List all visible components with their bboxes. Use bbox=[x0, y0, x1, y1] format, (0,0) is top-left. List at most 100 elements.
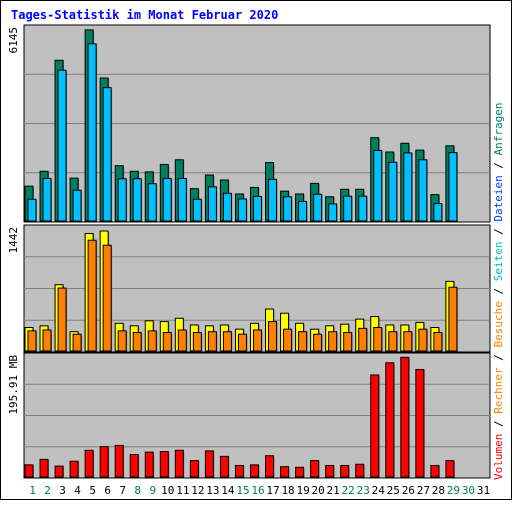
bar-volumen-day-14 bbox=[219, 455, 229, 478]
max-value-label: 195.91 MB bbox=[7, 355, 20, 415]
bar-besuche-day-10 bbox=[162, 332, 172, 352]
bar-volumen-day-8 bbox=[129, 454, 139, 478]
bar-besuche-day-27 bbox=[418, 328, 428, 352]
x-tick-label: 1 bbox=[29, 484, 36, 497]
bar-besuche-day-25 bbox=[388, 331, 398, 352]
bar-besuche-day-1 bbox=[27, 330, 37, 352]
x-tick-label: 3 bbox=[59, 484, 66, 497]
bar-dateien-day-27 bbox=[418, 159, 428, 222]
legend-item: / bbox=[492, 281, 505, 301]
bar-dateien-day-14 bbox=[222, 192, 232, 222]
bar-volumen-day-20 bbox=[310, 460, 320, 478]
bar-dateien-day-5 bbox=[87, 43, 97, 222]
bar-dateien-day-11 bbox=[177, 177, 187, 222]
bar-besuche-day-19 bbox=[298, 331, 308, 352]
bar-besuche-day-2 bbox=[42, 329, 52, 352]
bar-volumen-day-28 bbox=[430, 464, 440, 478]
bar-volumen-day-10 bbox=[159, 450, 169, 478]
bar-dateien-day-25 bbox=[388, 161, 398, 222]
panel-volume: 195.91 MB bbox=[7, 352, 491, 479]
x-tick-label: 6 bbox=[104, 484, 111, 497]
bar-dateien-day-26 bbox=[403, 152, 413, 222]
bar-besuche-day-23 bbox=[358, 327, 368, 352]
x-tick-label: 4 bbox=[74, 484, 81, 497]
x-tick-label: 17 bbox=[266, 484, 279, 497]
bar-volumen-day-25 bbox=[385, 362, 395, 478]
bar-volumen-day-3 bbox=[54, 465, 64, 478]
x-tick-label: 9 bbox=[149, 484, 156, 497]
x-tick-label: 5 bbox=[89, 484, 96, 497]
bar-volumen-day-13 bbox=[204, 450, 214, 478]
bar-dateien-day-7 bbox=[117, 178, 127, 222]
bar-dateien-day-3 bbox=[57, 69, 67, 222]
bar-volumen-day-6 bbox=[99, 446, 109, 478]
bar-volumen-day-23 bbox=[355, 463, 365, 478]
x-tick-label: 26 bbox=[402, 484, 415, 497]
bar-besuche-day-21 bbox=[328, 331, 338, 352]
x-tick-label: 27 bbox=[417, 484, 430, 497]
legend-item: Besuche bbox=[492, 301, 505, 347]
bar-dateien-day-9 bbox=[147, 183, 157, 222]
bar-dateien-day-24 bbox=[373, 149, 383, 222]
bar-dateien-day-20 bbox=[313, 193, 323, 222]
x-tick-label: 28 bbox=[432, 484, 445, 497]
x-axis-day-labels: 1 2 3 4 5 6 7 8 9 10 11 12 13 14 15 16 17 18 19 20 21 22 23 24 2… bbox=[29, 484, 490, 497]
bar-volumen-day-9 bbox=[144, 451, 154, 478]
x-tick-label: 18 bbox=[281, 484, 294, 497]
bar-besuche-day-29 bbox=[448, 286, 458, 352]
bar-volumen-day-11 bbox=[174, 449, 184, 478]
x-tick-label: 15 bbox=[236, 484, 249, 497]
side-legend: Volumen / Rechner / Besuche / Seiten / D… bbox=[492, 102, 505, 480]
legend-item: Dateien bbox=[492, 175, 505, 221]
x-tick-label: 13 bbox=[206, 484, 219, 497]
chart-title: Tages-Statistik im Monat Februar 2020 bbox=[11, 8, 278, 22]
panel-visits: 1442 bbox=[7, 224, 491, 353]
x-tick-label: 20 bbox=[312, 484, 325, 497]
x-tick-label: 23 bbox=[357, 484, 370, 497]
bar-dateien-day-28 bbox=[433, 203, 443, 222]
bar-besuche-day-12 bbox=[192, 332, 202, 352]
bar-dateien-day-18 bbox=[283, 196, 293, 222]
bar-volumen-day-26 bbox=[400, 356, 410, 478]
bar-volumen-day-5 bbox=[84, 449, 94, 478]
x-tick-label: 21 bbox=[327, 484, 340, 497]
x-tick-label: 12 bbox=[191, 484, 204, 497]
x-tick-label: 11 bbox=[176, 484, 189, 497]
bar-dateien-day-16 bbox=[252, 195, 262, 222]
bar-dateien-day-4 bbox=[72, 189, 82, 222]
x-tick-label: 30 bbox=[462, 484, 475, 497]
bar-volumen-day-21 bbox=[325, 464, 335, 478]
x-tick-label: 8 bbox=[134, 484, 141, 497]
max-value-label: 6145 bbox=[7, 27, 20, 54]
bar-volumen-day-29 bbox=[445, 460, 455, 478]
bar-besuche-day-18 bbox=[283, 328, 293, 352]
bar-besuche-day-28 bbox=[433, 332, 443, 352]
bar-dateien-day-2 bbox=[42, 177, 52, 222]
x-tick-label: 29 bbox=[447, 484, 460, 497]
bar-volumen-day-16 bbox=[249, 464, 259, 478]
bar-besuche-day-11 bbox=[177, 329, 187, 352]
bar-dateien-day-8 bbox=[132, 178, 142, 222]
bar-volumen-day-17 bbox=[265, 455, 275, 478]
legend-item: Seiten bbox=[492, 242, 505, 282]
legend-item: Anfragen bbox=[492, 102, 505, 155]
x-tick-label: 31 bbox=[477, 484, 490, 497]
x-tick-label: 14 bbox=[221, 484, 235, 497]
bar-volumen-day-19 bbox=[295, 466, 305, 478]
bar-dateien-day-19 bbox=[298, 200, 308, 222]
bar-besuche-day-16 bbox=[252, 329, 262, 352]
x-tick-label: 10 bbox=[161, 484, 174, 497]
bar-besuche-day-22 bbox=[343, 332, 353, 352]
x-tick-label: 19 bbox=[296, 484, 309, 497]
bar-besuche-day-13 bbox=[207, 331, 217, 352]
legend-item: Rechner bbox=[492, 367, 505, 414]
bar-volumen-day-22 bbox=[340, 464, 350, 478]
x-tick-label: 22 bbox=[342, 484, 355, 497]
panel-requests: 6145 bbox=[7, 24, 491, 223]
bar-dateien-day-21 bbox=[328, 203, 338, 222]
bar-besuche-day-8 bbox=[132, 332, 142, 352]
bar-besuche-day-20 bbox=[313, 333, 323, 352]
max-value-label: 1442 bbox=[7, 227, 20, 254]
